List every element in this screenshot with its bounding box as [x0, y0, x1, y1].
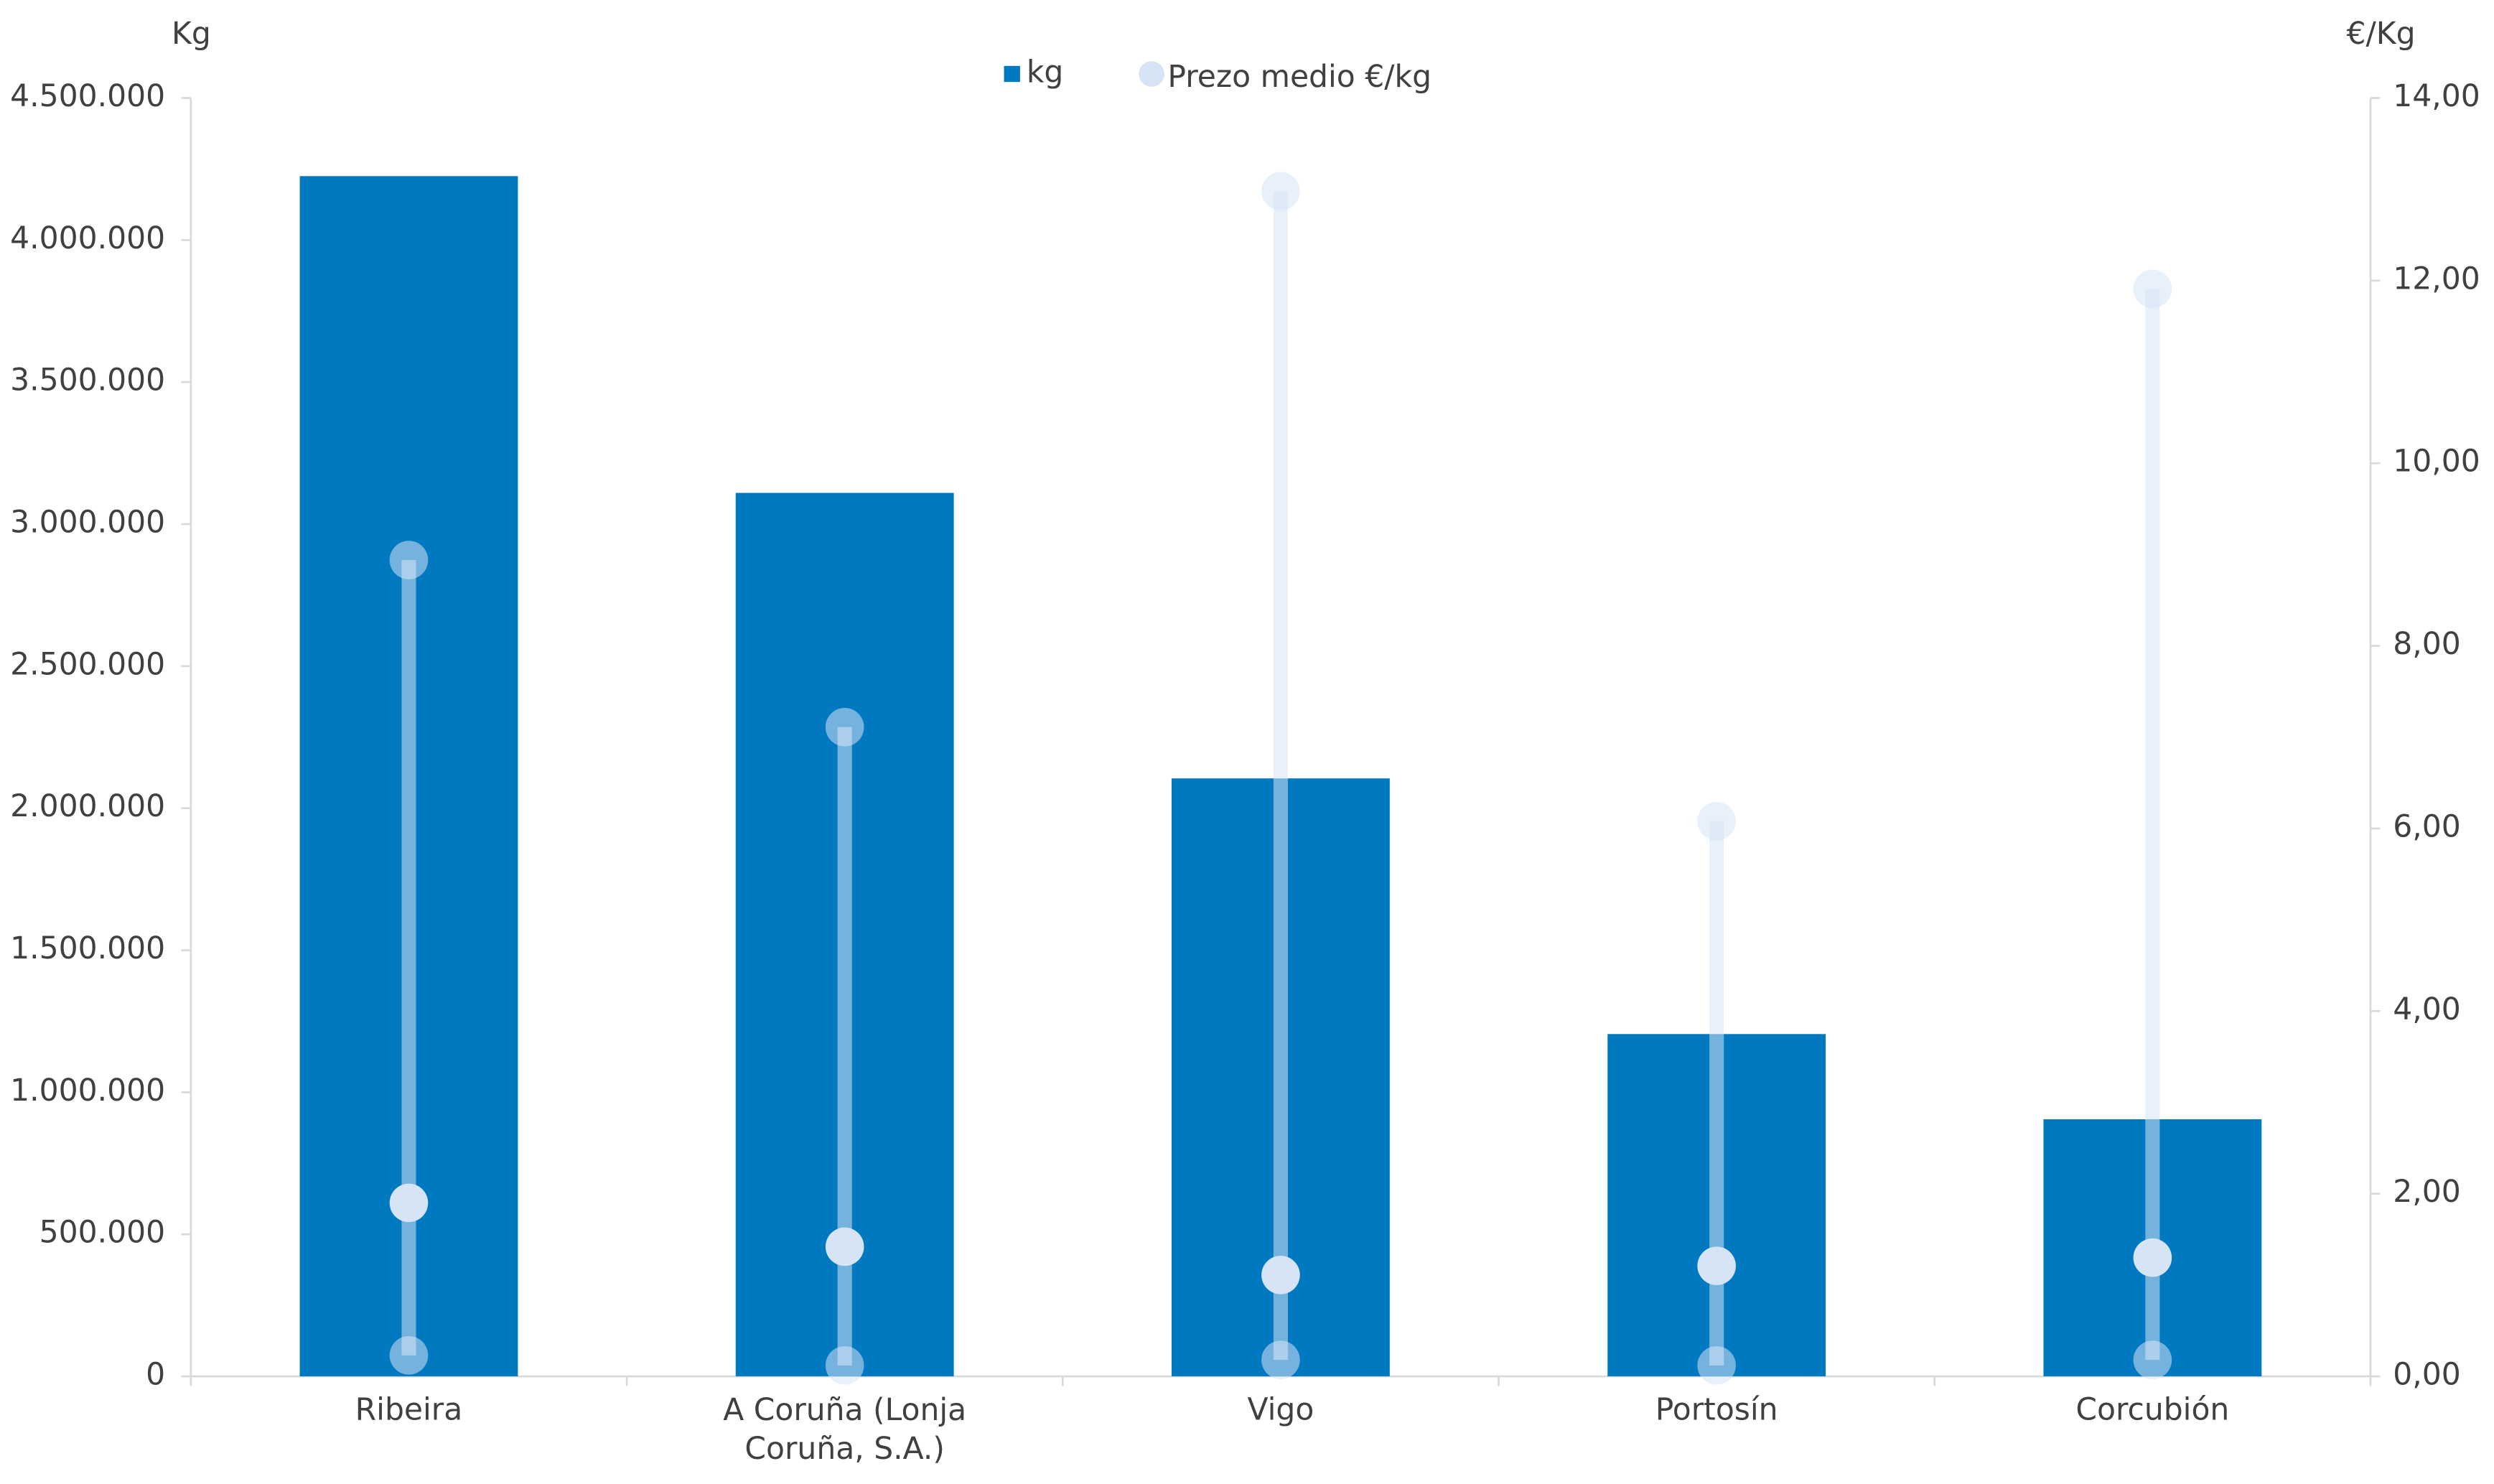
avg-point	[1261, 1256, 1300, 1294]
legend-swatch	[1004, 65, 1020, 83]
low-point	[389, 1336, 429, 1375]
x-tick-label-line: A Coruña (Lonja	[723, 1393, 966, 1428]
avg-point	[825, 1227, 864, 1266]
y2-tick-label: 4,00	[2393, 992, 2461, 1027]
y-tick-label: 2.000.000	[10, 789, 165, 824]
y2-tick-label: 0,00	[2393, 1358, 2461, 1393]
y-axis-label: Kg	[172, 17, 211, 52]
y-tick-label: 500.000	[39, 1215, 166, 1251]
low-point	[825, 1346, 864, 1385]
x-tick-label: Vigo	[1248, 1393, 1314, 1428]
x-tick-label: Portosín	[1655, 1393, 1778, 1428]
y2-tick-label: 10,00	[2393, 444, 2480, 480]
legend-label: kg	[1027, 55, 1064, 90]
y2-tick-label: 14,00	[2393, 79, 2480, 114]
y2-tick-label: 8,00	[2393, 627, 2461, 662]
avg-point	[2133, 1238, 2172, 1277]
y-tick-label: 3.500.000	[10, 363, 165, 398]
low-point	[1697, 1346, 1736, 1385]
x-tick-label-line: Coruña, S.A.)	[744, 1431, 945, 1466]
y-tick-label: 0	[146, 1358, 165, 1393]
high-point	[825, 707, 864, 747]
low-point	[1261, 1340, 1300, 1379]
y-tick-label: 1.000.000	[10, 1073, 165, 1109]
x-tick-label: Corcubión	[2075, 1393, 2229, 1428]
y-tick-label: 4.500.000	[10, 79, 165, 114]
x-tick-label: Ribeira	[355, 1393, 463, 1428]
y-tick-label: 3.000.000	[10, 505, 165, 541]
y2-tick-label: 12,00	[2393, 261, 2480, 297]
legend-label: Prezo medio €/kg	[1167, 60, 1432, 95]
y-tick-label: 1.500.000	[10, 931, 165, 966]
high-point	[389, 541, 429, 579]
avg-point	[389, 1183, 429, 1223]
avg-point	[1697, 1246, 1736, 1285]
y2-tick-label: 2,00	[2393, 1175, 2461, 1210]
low-point	[2133, 1340, 2172, 1379]
high-point	[2133, 269, 2172, 309]
legend-swatch	[1139, 61, 1164, 87]
y-tick-label: 4.000.000	[10, 221, 165, 256]
y2-axis-label: €/Kg	[2346, 17, 2415, 52]
high-point	[1697, 801, 1736, 841]
high-point	[1261, 172, 1300, 211]
y-tick-label: 2.500.000	[10, 647, 165, 682]
x-tick-label: A Coruña (Lonja Coruña, S.A.)	[723, 1393, 966, 1467]
y2-tick-label: 6,00	[2393, 809, 2461, 844]
